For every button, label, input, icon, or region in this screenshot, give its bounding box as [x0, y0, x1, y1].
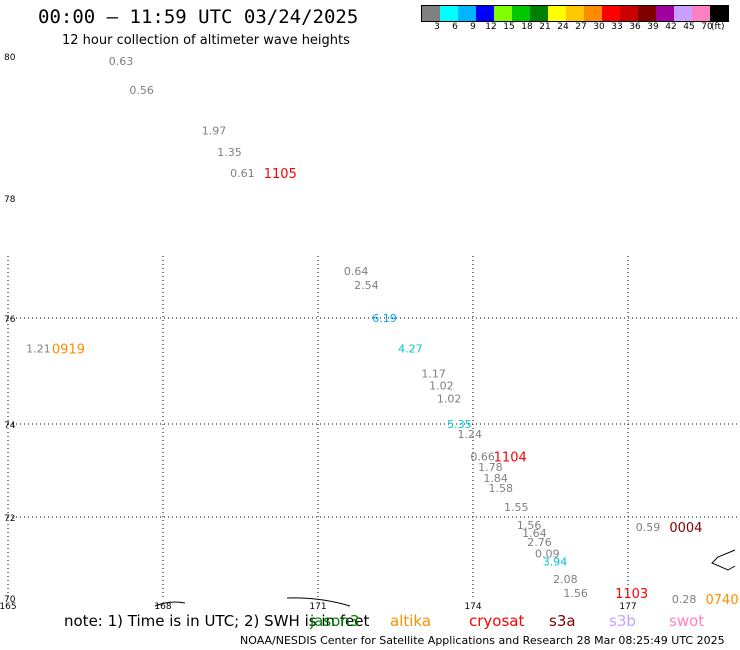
latitude-label: 80 [4, 53, 16, 63]
latitude-label: 78 [4, 195, 16, 205]
color-scale-tick-label: 70 [701, 22, 713, 32]
pass-time-label: 1104 [494, 451, 527, 466]
coastline-segment [154, 601, 186, 607]
satellite-legend-swot: swot [669, 612, 705, 630]
wave-height-value: 1.78 [478, 461, 503, 474]
color-swatch [656, 6, 674, 21]
color-scale-tick-label: 33 [611, 22, 623, 32]
coastline [154, 549, 736, 607]
wave-height-value: 1.02 [429, 379, 454, 392]
wave-height-value: 5.35 [447, 418, 472, 431]
color-swatch [602, 6, 620, 21]
wave-height-value: 1.55 [504, 501, 529, 514]
pass-time-label: 0004 [669, 521, 702, 536]
color-swatch [710, 6, 728, 21]
color-scale-tick-label: 6 [452, 22, 458, 32]
color-scale-tick-label: 36 [629, 22, 641, 32]
wave-height-value: 1.97 [202, 125, 227, 138]
satellite-legend-cryosat: cryosat [469, 612, 525, 630]
color-swatch [422, 6, 440, 21]
wave-height-value: 0.64 [344, 265, 369, 278]
graticule [7, 256, 738, 600]
longitude-label: 165 [0, 602, 17, 612]
color-scale-unit: (ft) [711, 22, 725, 32]
latitude-label: 74 [4, 421, 16, 431]
wave-height-value: 0.28 [672, 593, 697, 606]
wave-height-value: 1.64 [522, 527, 547, 540]
pass-time-label: 0919 [52, 343, 85, 358]
coastline-segment [286, 597, 351, 607]
wave-height-value: 6.19 [372, 312, 397, 325]
wave-height-value: 1.17 [421, 368, 446, 381]
wave-height-value: 3.94 [543, 556, 568, 569]
longitude-label: 177 [619, 602, 636, 612]
color-swatch [620, 6, 638, 21]
color-swatch [530, 6, 548, 21]
color-swatch [458, 6, 476, 21]
color-scale-tick-label: 30 [593, 22, 605, 32]
wave-height-value: 1.21 [26, 343, 51, 356]
wave-height-value: 4.27 [398, 343, 423, 356]
wave-height-value: 0.61 [230, 167, 255, 180]
color-scale-tick-label: 42 [665, 22, 677, 32]
latitude-label: 70 [4, 595, 16, 605]
longitude-label: 174 [464, 602, 481, 612]
color-swatch [512, 6, 530, 21]
wave-height-value: 1.84 [483, 472, 508, 485]
wave-height-value: 2.76 [527, 536, 552, 549]
color-scale-tick-label: 12 [485, 22, 497, 32]
color-swatch [440, 6, 458, 21]
longitude-label: 168 [154, 602, 171, 612]
wave-height-value: 1.02 [437, 393, 462, 406]
color-swatch [692, 6, 710, 21]
color-swatch [674, 6, 692, 21]
pass-time-label: 1103 [615, 587, 648, 602]
color-swatch [566, 6, 584, 21]
satellite-legend-s3a: s3a [549, 612, 576, 630]
wave-height-value: 1.58 [489, 482, 514, 495]
wave-height-value: 1.56 [517, 519, 542, 532]
longitude-label: 171 [309, 602, 326, 612]
wave-height-value: 0.59 [636, 521, 661, 534]
color-scale-tick-label: 24 [557, 22, 569, 32]
latitude-label: 76 [4, 315, 16, 325]
color-swatch [584, 6, 602, 21]
color-scale-tick-label: 27 [575, 22, 587, 32]
latitude-label: 72 [4, 514, 15, 524]
color-swatch [494, 6, 512, 21]
wave-height-value: 0.56 [129, 84, 154, 97]
wave-height-value: 0.66 [470, 451, 495, 464]
color-swatch [476, 6, 494, 21]
pass-time-label: 0740 [706, 593, 739, 608]
pass-time-label: 1105 [264, 167, 297, 182]
color-scale-bar [421, 5, 729, 22]
wave-height-value: 0.09 [535, 547, 560, 560]
map-title: 00:00 – 11:59 UTC 03/24/2025 [38, 6, 359, 28]
color-swatch [638, 6, 656, 21]
satellite-legend-altika: altika [390, 612, 432, 630]
color-scale-tick-label: 39 [647, 22, 659, 32]
map-subtitle: 12 hour collection of altimeter wave hei… [62, 33, 350, 48]
color-swatch [548, 6, 566, 21]
color-scale-tick-label: 9 [470, 22, 476, 32]
color-scale-tick-label: 21 [539, 22, 551, 32]
credit-line: NOAA/NESDIS Center for Satellite Applica… [240, 634, 725, 647]
satellite-legend-jason3: jason3 [310, 612, 360, 630]
color-scale-tick-label: 3 [434, 22, 440, 32]
wave-height-value: 2.08 [553, 573, 578, 586]
wave-height-value: 1.35 [217, 146, 242, 159]
wave-height-value: 1.24 [458, 428, 483, 441]
wave-height-value: 2.54 [354, 279, 379, 292]
satellite-legend-s3b: s3b [609, 612, 636, 630]
color-scale-tick-label: 15 [503, 22, 515, 32]
color-scale-tick-label: 18 [521, 22, 533, 32]
footer-note: note: 1) Time is in UTC; 2) SWH is in fe… [64, 612, 370, 630]
wave-height-value: 1.56 [563, 587, 588, 600]
color-scale-tick-label: 45 [683, 22, 695, 32]
coastline-segment [711, 549, 736, 571]
wave-height-value: 0.63 [109, 55, 134, 68]
